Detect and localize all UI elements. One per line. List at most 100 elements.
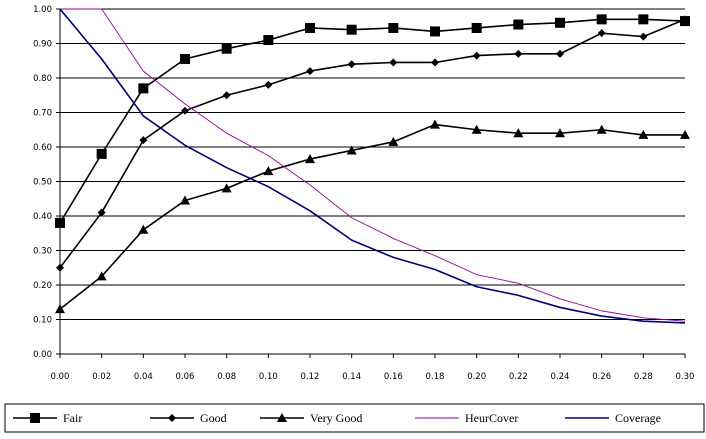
data-point xyxy=(138,83,149,94)
x-tick-label: 0.08 xyxy=(217,372,236,382)
legend-label: HeurCover xyxy=(465,411,518,425)
y-tick-label: 0.60 xyxy=(33,143,52,153)
x-tick-label: 0.14 xyxy=(342,372,361,382)
y-tick-label: 0.50 xyxy=(33,178,52,188)
y-tick-label: 0.90 xyxy=(33,40,52,50)
data-point xyxy=(638,14,649,25)
legend-label: Good xyxy=(200,411,227,425)
legend-item: HeurCover xyxy=(415,411,518,425)
x-tick-label: 0.20 xyxy=(467,372,486,382)
data-point xyxy=(556,49,564,58)
data-point xyxy=(180,195,190,205)
legend-item: Fair xyxy=(13,411,82,425)
data-point xyxy=(639,32,648,41)
data-point xyxy=(430,26,440,37)
x-tick-label: 0.16 xyxy=(384,372,403,382)
legend-label: Fair xyxy=(63,411,82,425)
data-point xyxy=(681,15,689,24)
data-point xyxy=(138,224,149,234)
data-point xyxy=(97,208,106,217)
series-line xyxy=(59,18,686,269)
y-tick-label: 0.80 xyxy=(33,74,52,84)
data-point xyxy=(596,124,607,134)
series-fair xyxy=(55,14,690,228)
data-point xyxy=(555,128,565,138)
data-point xyxy=(388,22,399,33)
data-point xyxy=(305,154,315,164)
data-point xyxy=(56,263,64,272)
series-coverage xyxy=(59,8,686,324)
x-tick-label: 0.18 xyxy=(426,372,445,382)
legend-label: Very Good xyxy=(310,411,362,425)
data-point xyxy=(431,58,439,67)
data-point xyxy=(430,119,440,129)
y-tick-label: 0.30 xyxy=(33,247,52,257)
series-lines xyxy=(55,8,690,324)
x-tick-label: 0.28 xyxy=(634,372,653,382)
y-tick-label: 1.00 xyxy=(33,5,52,15)
data-point xyxy=(513,128,524,138)
data-point xyxy=(306,67,314,76)
x-tick-label: 0.30 xyxy=(676,372,695,382)
data-point xyxy=(180,54,190,65)
data-point xyxy=(263,166,274,176)
y-tick-label: 0.00 xyxy=(33,350,52,360)
data-point xyxy=(513,19,524,30)
data-point xyxy=(305,22,315,33)
x-tick-label: 0.10 xyxy=(259,372,278,382)
x-tick-label: 0.00 xyxy=(51,372,70,382)
data-point xyxy=(597,29,606,38)
data-point xyxy=(263,35,274,46)
data-point xyxy=(471,22,482,33)
series-line xyxy=(59,18,686,224)
series-very-good xyxy=(55,119,690,314)
data-point xyxy=(555,17,565,28)
data-point xyxy=(346,145,357,155)
x-tick-label: 0.26 xyxy=(592,372,611,382)
y-tick-label: 0.40 xyxy=(33,212,52,222)
data-point xyxy=(181,106,189,115)
axes: 0.00 0.10 0.20 0.30 0.40 0.50 0.60 0.70 0.80 0.90… xyxy=(33,5,694,382)
x-tick-label: 0.24 xyxy=(551,372,570,382)
x-tick-label: 0.22 xyxy=(509,372,528,382)
gridlines xyxy=(60,8,685,355)
legend-item: Very Good xyxy=(260,411,362,425)
x-tick-label: 0.02 xyxy=(92,372,111,382)
series-line xyxy=(60,8,686,322)
data-point xyxy=(96,148,107,159)
legend-item: Good xyxy=(150,411,227,425)
data-point xyxy=(221,43,232,54)
data-point xyxy=(55,217,65,228)
legend-swatch-marker xyxy=(168,414,176,422)
legend-swatch-marker xyxy=(277,413,287,422)
series-good xyxy=(56,15,689,272)
legend: Fair Good Very Good HeurCover Coverage xyxy=(4,403,705,433)
data-point xyxy=(264,80,273,89)
data-point xyxy=(221,183,232,193)
data-point xyxy=(388,136,399,146)
x-tick-label: 0.04 xyxy=(134,372,153,382)
x-tick-label: 0.06 xyxy=(176,372,195,382)
data-point xyxy=(55,304,65,314)
legend-item: Coverage xyxy=(565,411,661,425)
x-tick-label: 0.12 xyxy=(301,372,320,382)
data-point xyxy=(680,129,690,139)
data-point xyxy=(596,14,607,25)
series-line xyxy=(59,8,686,324)
data-point xyxy=(222,91,231,100)
data-point xyxy=(139,136,148,145)
y-tick-label: 0.70 xyxy=(33,109,52,119)
legend-label: Coverage xyxy=(615,411,661,425)
data-point xyxy=(96,271,107,281)
data-point xyxy=(638,129,649,139)
y-tick-label: 0.20 xyxy=(33,281,52,291)
data-point xyxy=(471,124,482,134)
data-point xyxy=(346,24,357,35)
data-point xyxy=(347,60,356,69)
data-point xyxy=(514,49,523,58)
y-tick-label: 0.10 xyxy=(33,316,52,326)
data-point xyxy=(389,58,398,67)
series-line xyxy=(59,123,685,310)
series-heurcover xyxy=(60,8,686,322)
